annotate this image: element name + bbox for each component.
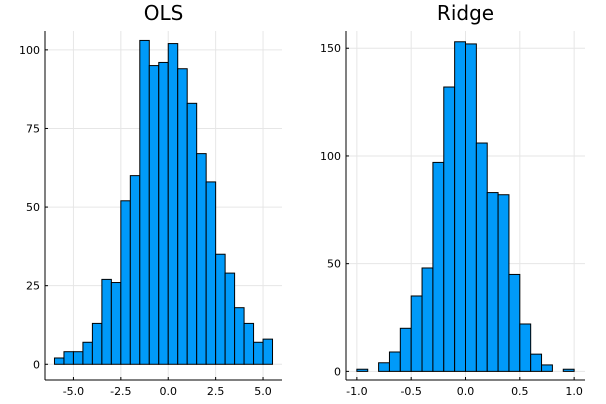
ols-ytick-label: 0 bbox=[33, 358, 40, 371]
ridge-histogram-bar bbox=[530, 353, 543, 372]
ridge-histogram-bar bbox=[454, 41, 466, 372]
ols-histogram-bar bbox=[148, 65, 160, 365]
ridge-histogram-bar bbox=[356, 368, 369, 372]
ridge-xtick-label: 0.5 bbox=[511, 385, 529, 398]
ridge-histogram-bar bbox=[508, 273, 521, 372]
ridge-histogram-panel: Ridge -1.0 -0.5 0.0 0.5 1.0 0 50 100 150 bbox=[320, 1, 585, 398]
ridge-xtick-label: 0.0 bbox=[457, 385, 475, 398]
ridge-histogram-bar bbox=[541, 364, 553, 372]
ridge-histogram-bar bbox=[562, 368, 575, 372]
ols-histogram-bar bbox=[129, 175, 141, 365]
ridge-histogram-bar bbox=[378, 362, 390, 372]
ols-histogram-bar bbox=[110, 282, 122, 365]
ridge-xtick-label: -1.0 bbox=[346, 385, 367, 398]
ridge-histogram-bar bbox=[399, 327, 412, 372]
ridge-xtick-label: 1.0 bbox=[565, 385, 583, 398]
ridge-chart-title: Ridge bbox=[437, 1, 494, 25]
ols-histogram-bar bbox=[167, 43, 179, 365]
ols-histogram-bar bbox=[215, 253, 226, 365]
ols-histogram-bar bbox=[177, 68, 188, 365]
ridge-histogram-bar bbox=[465, 43, 477, 372]
ols-histogram-bar bbox=[243, 322, 255, 365]
ols-histogram-bar bbox=[224, 272, 236, 365]
ols-histogram-bar bbox=[120, 200, 131, 365]
ols-ytick-label: 75 bbox=[26, 122, 40, 135]
ols-histogram-bar bbox=[72, 351, 84, 365]
ols-xtick-label: 5.0 bbox=[254, 385, 272, 398]
ols-ytick-label: 100 bbox=[19, 44, 40, 57]
ols-xtick-label: 0.0 bbox=[159, 385, 177, 398]
ridge-histogram-bar bbox=[475, 142, 488, 372]
ols-histogram-bar bbox=[63, 351, 74, 365]
ols-histogram-bar bbox=[196, 153, 207, 365]
ols-histogram-bar bbox=[91, 322, 103, 365]
ols-histogram-bar bbox=[53, 357, 65, 365]
ols-chart-title: OLS bbox=[144, 1, 184, 25]
ridge-ytick-label: 0 bbox=[334, 365, 341, 378]
ridge-histogram-bar bbox=[497, 194, 510, 372]
ridge-xtick-label: -0.5 bbox=[400, 385, 421, 398]
ridge-histogram-bar bbox=[519, 323, 532, 372]
ols-histogram-bar bbox=[234, 307, 245, 365]
ridge-histogram-bar bbox=[432, 161, 445, 372]
ridge-ytick-label: 50 bbox=[327, 258, 341, 271]
ridge-histogram-bar bbox=[388, 351, 401, 372]
ols-histogram-bar bbox=[205, 181, 217, 365]
ols-ytick-label: 50 bbox=[26, 201, 40, 214]
ols-histogram-bar bbox=[253, 341, 264, 365]
ols-histogram-bar bbox=[262, 338, 274, 365]
ols-histogram-bar bbox=[186, 102, 198, 365]
ols-xtick-label: 2.5 bbox=[207, 385, 225, 398]
ols-histogram-bar bbox=[139, 39, 150, 365]
ridge-histogram-bar bbox=[421, 267, 434, 372]
ridge-histogram-bar bbox=[443, 86, 456, 372]
ols-histogram-bar bbox=[101, 278, 112, 365]
ridge-histogram-bar bbox=[410, 295, 423, 372]
ridge-ytick-label: 150 bbox=[320, 42, 341, 55]
ols-histogram-bar bbox=[82, 341, 93, 365]
ridge-ytick-label: 100 bbox=[320, 150, 341, 163]
ols-xtick-label: -2.5 bbox=[110, 385, 131, 398]
ols-histogram-panel: OLS -5.0 -2.5 0.0 2.5 5.0 0 25 50 75 100 bbox=[19, 1, 282, 398]
ols-ytick-label: 25 bbox=[26, 280, 40, 293]
ols-histogram-bar bbox=[158, 61, 169, 365]
ridge-histogram-bar bbox=[486, 192, 499, 372]
ols-xtick-label: -5.0 bbox=[63, 385, 84, 398]
